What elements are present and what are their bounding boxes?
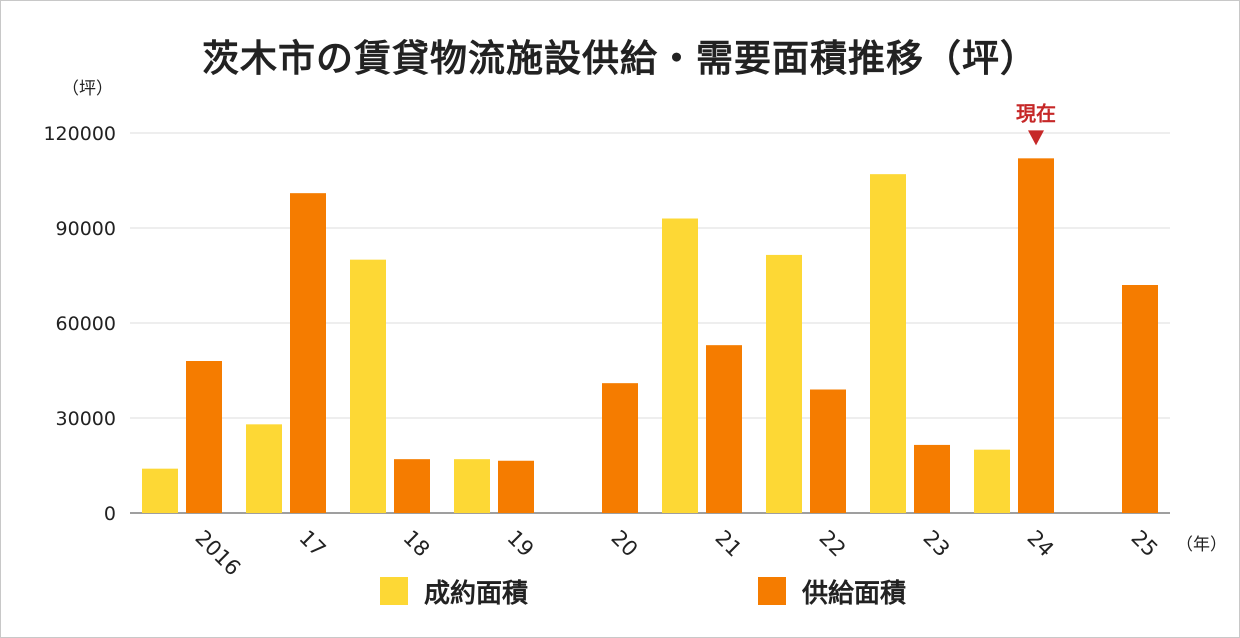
bar-supply [186, 361, 222, 513]
bar-supply [1122, 285, 1158, 513]
x-tick-label: 19 [502, 526, 538, 562]
bar-supply [1018, 158, 1054, 514]
legend-label-supply: 供給面積 [802, 578, 907, 609]
bar-supply [290, 193, 326, 513]
bar-contracted [350, 259, 386, 513]
x-tick-label: 23 [918, 526, 954, 562]
x-tick-label: 17 [294, 526, 330, 562]
bar-supply [602, 383, 638, 513]
bar-supply [706, 345, 742, 513]
bar-contracted [766, 254, 802, 513]
x-tick-label: 18 [398, 526, 434, 562]
bar-contracted [974, 449, 1010, 513]
x-tick-label: 25 [1126, 526, 1162, 562]
bar-supply [394, 459, 430, 513]
bar-supply [810, 389, 846, 513]
bar-contracted [142, 468, 178, 513]
bar-contracted [662, 218, 698, 513]
bar-contracted [454, 459, 490, 513]
y-axis-label: （坪） [62, 79, 113, 99]
bar-contracted [870, 174, 906, 513]
legend-swatch-contracted [380, 577, 408, 605]
y-tick-label: 60000 [56, 313, 116, 335]
x-tick-label: 24 [1022, 526, 1058, 562]
bar-supply [498, 460, 534, 513]
chart-title: 茨木市の賃貸物流施設供給・需要面積推移（坪） [202, 37, 1038, 80]
x-axis-label: （年） [1176, 535, 1227, 555]
y-tick-label: 30000 [56, 408, 116, 430]
bar-contracted [246, 424, 282, 513]
legend-label-contracted: 成約面積 [424, 578, 529, 609]
x-tick-label: 22 [814, 526, 850, 562]
y-tick-label: 0 [104, 503, 116, 525]
current-annotation-arrow-icon [1028, 130, 1044, 146]
bar-supply [914, 444, 950, 513]
legend-swatch-supply [758, 577, 786, 605]
current-annotation-label: 現在 [1016, 101, 1056, 125]
y-tick-label: 90000 [56, 218, 116, 240]
legend-item-supply: 供給面積 [758, 574, 907, 609]
x-tick-label: 21 [710, 526, 746, 562]
x-tick-label: 2016 [190, 526, 245, 581]
y-tick-label: 120000 [43, 123, 116, 145]
x-tick-label: 20 [606, 526, 642, 562]
legend-item-contracted: 成約面積 [380, 574, 529, 609]
